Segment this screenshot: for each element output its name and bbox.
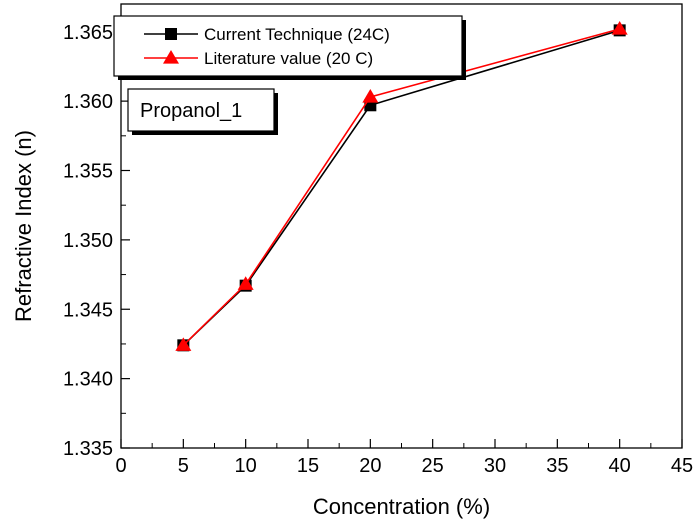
y-tick-label: 1.345 (63, 299, 113, 321)
legend-frame (113, 15, 463, 77)
x-axis-ticks: 0 5 10 15 20 25 30 35 40 45 (115, 439, 693, 477)
legend-label: Current Technique (24C) (204, 25, 390, 44)
annotation-label: Propanol_1 (140, 100, 242, 122)
legend: Current Technique (24C) Literature value … (113, 15, 466, 80)
x-tick-label: 35 (546, 455, 568, 477)
legend-marker (163, 50, 179, 64)
x-tick-label: 30 (484, 455, 506, 477)
x-axis-label: Concentration (%) (313, 494, 490, 519)
x-tick-label: 45 (671, 455, 693, 477)
data-point (362, 88, 379, 103)
x-tick-label: 20 (359, 455, 381, 477)
y-tick-label: 1.365 (63, 22, 113, 44)
legend-label: Literature value (20 C) (204, 49, 373, 68)
y-tick-label: 1.350 (63, 230, 113, 252)
x-tick-label: 40 (609, 455, 631, 477)
x-tick-label: 10 (235, 455, 257, 477)
x-tick-label: 5 (178, 455, 189, 477)
data-point (237, 276, 254, 290)
x-tick-label: 25 (422, 455, 444, 477)
annotation-box: Propanol_1 (127, 88, 278, 135)
y-axis-label: Refractive Index (n) (11, 130, 36, 322)
y-tick-label: 1.360 (63, 91, 113, 113)
y-tick-label: 1.355 (63, 161, 113, 183)
series-2 (175, 20, 628, 351)
annotation-frame (127, 88, 275, 132)
y-axis-ticks: 1.335 1.340 1.345 1.350 1.355 1.360 1.365 (63, 22, 130, 460)
x-tick-label: 15 (297, 455, 319, 477)
legend-entry-2: Literature value (20 C) (144, 49, 373, 68)
series-line (182, 28, 620, 346)
legend-entry-1: Current Technique (24C) (144, 25, 390, 44)
y-tick-label: 1.340 (63, 369, 113, 391)
legend-marker (165, 28, 177, 40)
x-tick-label: 0 (115, 455, 126, 477)
data-point (175, 337, 192, 351)
data-point (611, 20, 628, 35)
series-layer (175, 20, 628, 352)
y-tick-label: 1.335 (63, 438, 113, 460)
